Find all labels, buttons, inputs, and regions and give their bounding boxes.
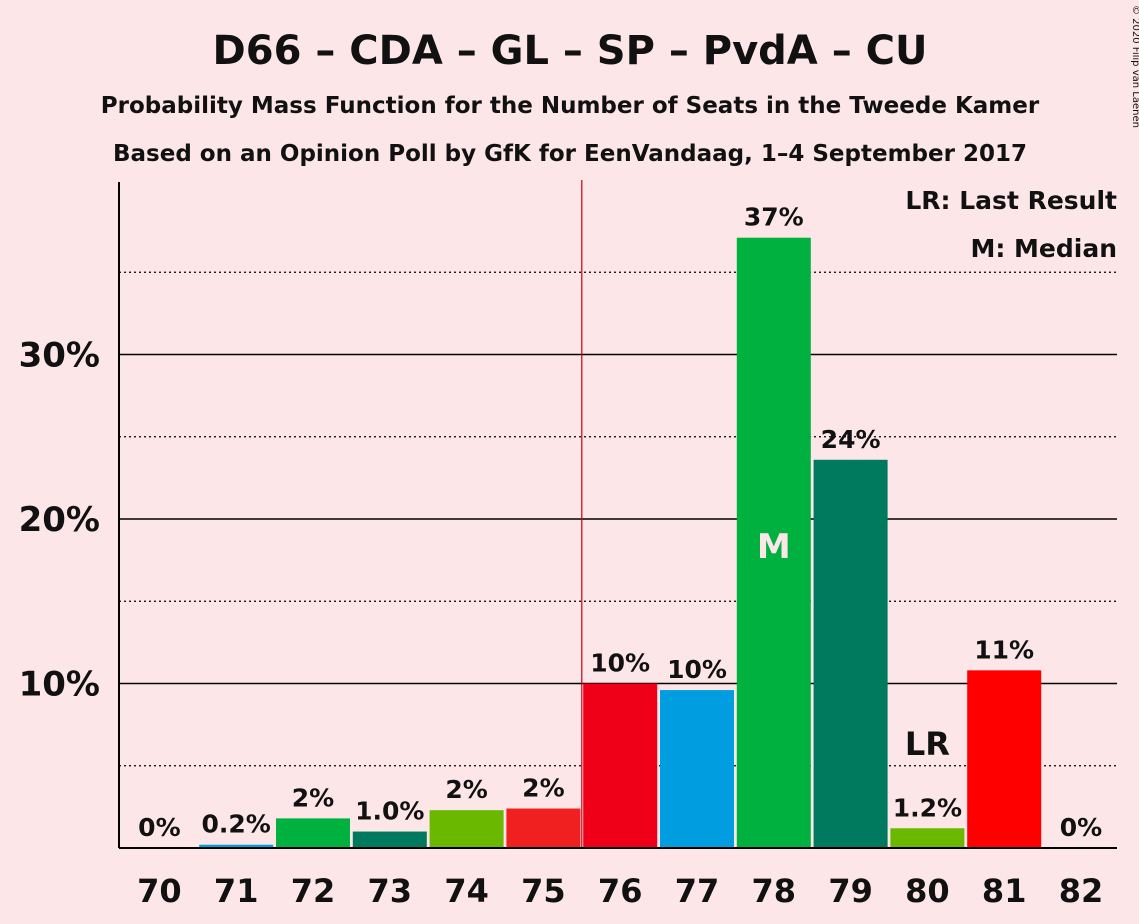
x-tick-label-82: 82 — [1059, 872, 1104, 910]
bar-73 — [352, 831, 427, 848]
bar-label-74: 2% — [445, 775, 487, 804]
copyright-text: © 2020 Filip van Laenen — [1130, 5, 1139, 128]
bar-80 — [890, 828, 965, 848]
bars — [199, 237, 1042, 848]
axes — [118, 180, 1117, 849]
bar-81 — [967, 670, 1042, 848]
bar-label-81: 11% — [974, 635, 1034, 664]
bar-74 — [429, 810, 504, 848]
x-tick-labels: 70 71 72 73 74 75 76 77 78 79 80 81 82 — [137, 872, 1103, 910]
bar-76 — [583, 683, 658, 848]
bar-label-80: 1.2% — [893, 793, 962, 822]
x-tick-label-78: 78 — [752, 872, 797, 910]
x-tick-label-81: 81 — [982, 872, 1027, 910]
bar-label-73: 1.0% — [355, 797, 424, 826]
bar-72 — [276, 818, 350, 848]
x-tick-label-79: 79 — [828, 872, 873, 910]
bar-label-82: 0% — [1060, 813, 1102, 842]
bar-label-72: 2% — [292, 783, 334, 812]
bar-71 — [199, 844, 274, 848]
x-tick-label-71: 71 — [214, 872, 259, 910]
bar-label-79: 24% — [821, 425, 881, 454]
x-tick-label-70: 70 — [137, 872, 182, 910]
bar-78 — [736, 237, 811, 848]
bar-label-77: 10% — [667, 655, 727, 684]
last-result-marker: LR — [905, 725, 950, 763]
bar-labels: 0% 0.2% 2% 1.0% 2% 2% 10% 10% 37% 24% 1.2% 11% 0% M LR — [138, 203, 1102, 842]
y-tick-label: 20% — [19, 500, 100, 540]
x-tick-label-72: 72 — [291, 872, 336, 910]
bar-79 — [813, 459, 888, 848]
y-tick-labels: 10% 20% 30% — [19, 336, 100, 705]
x-tick-label-73: 73 — [368, 872, 413, 910]
x-tick-label-74: 74 — [444, 872, 489, 910]
chart-title: D66 – CDA – GL – SP – PvdA – CU — [213, 28, 928, 74]
x-tick-label-77: 77 — [675, 872, 720, 910]
chart-subtitle-2: Based on an Opinion Poll by GfK for EenV… — [113, 141, 1027, 167]
y-tick-label: 30% — [19, 336, 100, 376]
x-tick-label-75: 75 — [521, 872, 566, 910]
bar-label-70: 0% — [138, 813, 180, 842]
bar-75 — [506, 808, 581, 848]
bar-77 — [660, 690, 734, 848]
bar-label-71: 0.2% — [202, 810, 271, 839]
x-tick-label-80: 80 — [905, 872, 950, 910]
y-tick-label: 10% — [19, 665, 100, 705]
median-marker: M — [757, 527, 791, 567]
legend-last-result: LR: Last Result — [905, 186, 1117, 215]
legend-median: M: Median — [970, 234, 1117, 263]
chart-subtitle-1: Probability Mass Function for the Number… — [101, 93, 1040, 119]
bar-label-76: 10% — [590, 649, 650, 678]
x-tick-label-76: 76 — [598, 872, 643, 910]
bar-label-78: 37% — [744, 203, 804, 232]
bar-label-75: 2% — [522, 774, 564, 803]
